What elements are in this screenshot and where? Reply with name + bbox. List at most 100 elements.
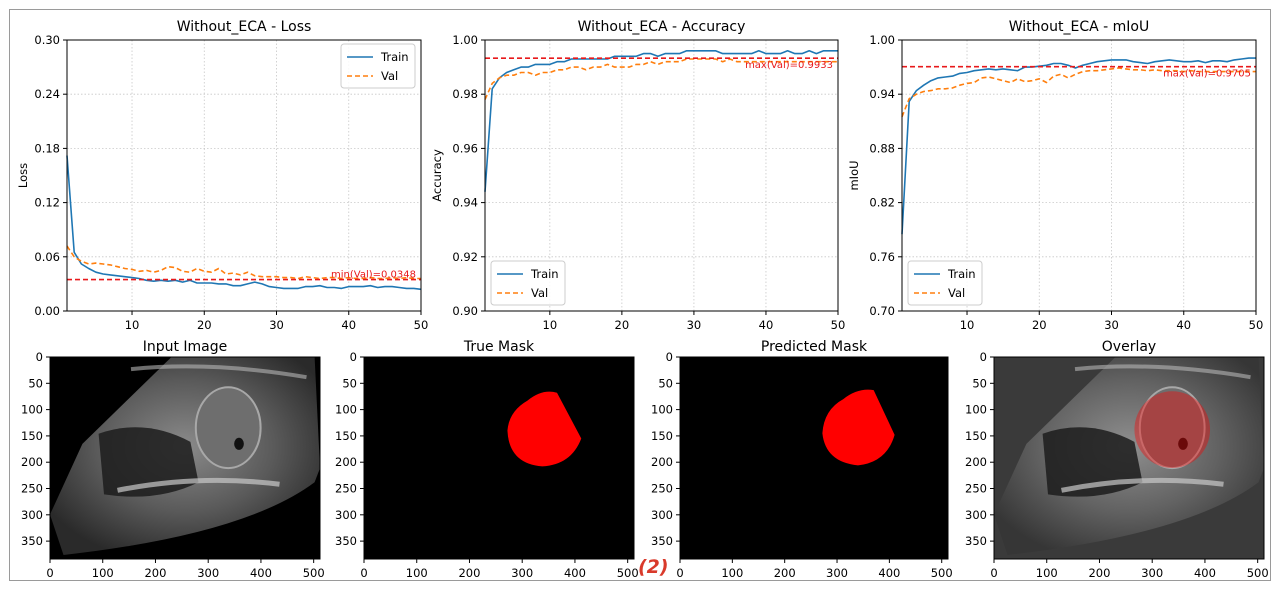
series-line-val <box>66 245 421 280</box>
y-tick-label: 350 <box>335 534 357 548</box>
x-tick-label: 400 <box>564 566 586 580</box>
dark-spot <box>234 437 244 450</box>
y-tick-label: 100 <box>21 403 43 417</box>
y-axis-label: mIoU <box>847 160 861 190</box>
image-title: Input Image <box>143 339 228 355</box>
legend-label-train: Train <box>530 267 559 281</box>
series-line-val <box>484 58 838 100</box>
bright-band <box>117 477 280 493</box>
mask-background <box>680 357 948 559</box>
line-chart-1: 0.90 0.92 0.94 0.96 0.98 1.00 10 20 30 40 50 max(Va… <box>430 19 845 332</box>
y-tick-label: 0.82 <box>869 196 895 210</box>
x-tick-label: 30 <box>687 318 702 332</box>
y-tick-label: 0 <box>350 350 357 364</box>
image-frame <box>363 356 635 560</box>
y-axis-label: Loss <box>16 163 30 188</box>
y-tick-label: 300 <box>335 508 357 522</box>
reference-line-label: min(Val)=0.0348 <box>331 270 416 281</box>
y-tick-label: 300 <box>21 508 43 522</box>
x-tick-label: 40 <box>341 318 356 332</box>
x-tick-label: 20 <box>615 318 630 332</box>
x-tick-label: 400 <box>878 566 900 580</box>
legend: Train Val <box>340 43 416 89</box>
y-tick-label: 300 <box>651 508 673 522</box>
y-tick-label: 200 <box>335 455 357 469</box>
bright-band-top <box>130 364 307 380</box>
y-tick-label: 250 <box>335 482 357 496</box>
bright-band <box>1061 477 1224 493</box>
y-tick-label: 350 <box>21 534 43 548</box>
image-frame <box>49 356 321 560</box>
true-mask-region <box>507 391 582 467</box>
legend: Train Val <box>490 260 566 306</box>
chart-title: Without_ECA - Accuracy <box>578 19 746 35</box>
y-tick-label: 0.06 <box>34 250 60 264</box>
reference-line-label: max(Val)=0.9705 <box>1163 69 1251 80</box>
x-tick-label: 400 <box>250 566 272 580</box>
x-tick-label: 50 <box>831 318 846 332</box>
x-tick-label: 500 <box>931 566 953 580</box>
y-tick-label: 0.94 <box>452 196 478 210</box>
x-tick-label: 300 <box>511 566 533 580</box>
dark-region <box>1042 427 1143 497</box>
x-tick-label: 40 <box>759 318 774 332</box>
x-tick-label: 300 <box>826 566 848 580</box>
y-tick-label: 250 <box>21 482 43 496</box>
x-tick-label: 30 <box>1104 318 1119 332</box>
y-tick-label: 150 <box>651 429 673 443</box>
x-tick-label: 100 <box>406 566 428 580</box>
x-tick-label: 300 <box>197 566 219 580</box>
y-tick-label: 0.94 <box>869 87 895 101</box>
image-panel-1: 0 100 200 300 400 500 0 50 100 150 200 250 300 350 Tru… <box>335 339 639 580</box>
image-title: Predicted Mask <box>761 339 868 355</box>
y-tick-label: 350 <box>651 534 673 548</box>
y-tick-label: 0.30 <box>34 33 60 47</box>
x-tick-label: 20 <box>197 318 212 332</box>
y-tick-label: 200 <box>651 455 673 469</box>
y-tick-label: 1.00 <box>452 33 478 47</box>
bright-band-top <box>1074 364 1251 380</box>
y-tick-label: 0 <box>666 350 673 364</box>
y-tick-label: 0.00 <box>34 304 60 318</box>
chart-title: Without_ECA - mIoU <box>1009 19 1149 35</box>
x-tick-label: 0 <box>676 566 683 580</box>
axes-frame <box>66 39 422 312</box>
overlay-mask-region <box>1134 391 1211 468</box>
y-tick-label: 350 <box>965 534 987 548</box>
predicted-mask-region <box>822 389 895 466</box>
x-tick-label: 200 <box>144 566 166 580</box>
y-tick-label: 200 <box>965 455 987 469</box>
legend-label-train: Train <box>947 267 976 281</box>
y-tick-label: 250 <box>965 482 987 496</box>
legend-label-val: Val <box>948 286 965 300</box>
axes-frame <box>484 39 839 312</box>
legend-box <box>490 260 566 306</box>
y-tick-label: 50 <box>658 376 673 390</box>
x-tick-label: 100 <box>92 566 114 580</box>
legend-label-train: Train <box>380 50 409 64</box>
y-tick-label: 0.18 <box>34 141 60 155</box>
x-tick-label: 500 <box>303 566 325 580</box>
y-tick-label: 250 <box>651 482 673 496</box>
legend-box <box>907 260 983 306</box>
y-tick-label: 300 <box>965 508 987 522</box>
x-tick-label: 100 <box>1036 566 1058 580</box>
x-tick-label: 200 <box>774 566 796 580</box>
y-tick-label: 100 <box>965 403 987 417</box>
y-tick-label: 0.12 <box>34 196 60 210</box>
y-tick-label: 1.00 <box>869 33 895 47</box>
line-chart-2: 0.70 0.76 0.82 0.88 0.94 1.00 10 20 30 40 50 max(Va… <box>847 19 1263 332</box>
y-tick-label: 100 <box>335 403 357 417</box>
x-tick-label: 10 <box>125 318 140 332</box>
reference-line-label: max(Val)=0.9933 <box>745 60 833 71</box>
series-line-val <box>901 67 1256 118</box>
line-chart-0: 0.00 0.06 0.12 0.18 0.24 0.30 10 20 30 40 50 min(Va… <box>16 19 428 332</box>
y-tick-label: 0.92 <box>452 250 478 264</box>
legend-label-val: Val <box>531 286 548 300</box>
x-tick-label: 400 <box>1194 566 1216 580</box>
y-tick-label: 100 <box>651 403 673 417</box>
y-tick-label: 0.96 <box>452 141 478 155</box>
x-tick-label: 0 <box>990 566 997 580</box>
y-tick-label: 0 <box>980 350 987 364</box>
